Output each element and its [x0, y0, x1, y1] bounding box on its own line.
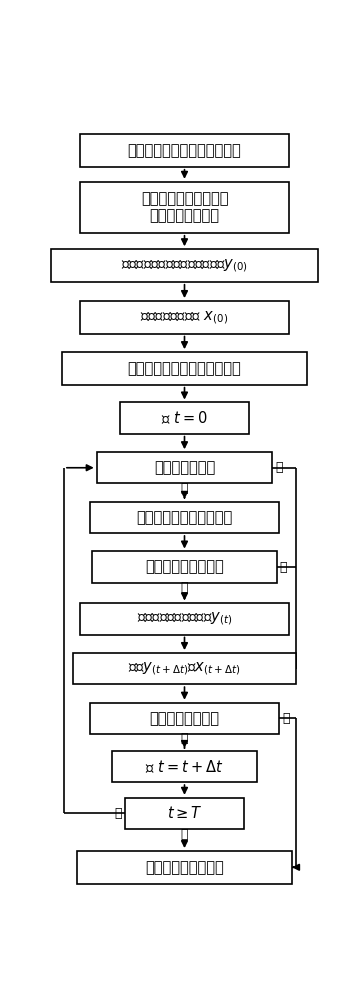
Text: 无: 无 — [275, 461, 283, 474]
FancyBboxPatch shape — [125, 798, 244, 829]
FancyBboxPatch shape — [80, 603, 289, 635]
FancyBboxPatch shape — [80, 301, 289, 334]
FancyBboxPatch shape — [62, 352, 307, 385]
Text: 否: 否 — [114, 807, 122, 820]
Text: 置 $t=t+\Delta t$: 置 $t=t+\Delta t$ — [145, 758, 224, 775]
Text: 计算$y_{(t+\Delta t)}$、$x_{(t+\Delta t)}$: 计算$y_{(t+\Delta t)}$、$x_{(t+\Delta t)}$ — [129, 660, 240, 677]
Text: 否: 否 — [282, 712, 290, 725]
Text: 网络节点编号优化，并
形成节点导纳矩阵: 网络节点编号优化，并 形成节点导纳矩阵 — [141, 191, 228, 223]
Text: 是: 是 — [181, 828, 188, 841]
Text: 是: 是 — [181, 581, 188, 594]
FancyBboxPatch shape — [77, 851, 292, 884]
Text: 修改微分方程或代数方程: 修改微分方程或代数方程 — [136, 510, 233, 525]
FancyBboxPatch shape — [73, 653, 296, 684]
Text: 形成微分方程式和代数方程式: 形成微分方程式和代数方程式 — [128, 361, 241, 376]
FancyBboxPatch shape — [80, 134, 289, 167]
Text: $t\geq T$: $t\geq T$ — [167, 805, 202, 821]
FancyBboxPatch shape — [80, 182, 289, 233]
Text: 有无故障或操作: 有无故障或操作 — [154, 460, 215, 475]
Text: 是否网络故障或操作: 是否网络故障或操作 — [145, 560, 224, 575]
FancyBboxPatch shape — [90, 703, 279, 734]
Text: 解网络方程并重新计算$y_{(t)}$: 解网络方程并重新计算$y_{(t)}$ — [137, 611, 232, 627]
Text: 输入电力系统原始数据和信息: 输入电力系统原始数据和信息 — [128, 143, 241, 158]
FancyBboxPatch shape — [112, 751, 257, 782]
FancyBboxPatch shape — [96, 452, 273, 483]
Text: 有: 有 — [181, 482, 188, 495]
FancyBboxPatch shape — [50, 249, 319, 282]
FancyBboxPatch shape — [93, 551, 276, 583]
Text: 扰动前系统的潮流计算，并计算$y_{(0)}$: 扰动前系统的潮流计算，并计算$y_{(0)}$ — [121, 257, 248, 274]
Text: 输出结果并停止计算: 输出结果并停止计算 — [145, 860, 224, 875]
FancyBboxPatch shape — [90, 502, 279, 533]
Text: 计算状态变量初值 $x_{(0)}$: 计算状态变量初值 $x_{(0)}$ — [140, 309, 229, 326]
Text: 是: 是 — [181, 732, 188, 745]
Text: 判断系统是否稳定: 判断系统是否稳定 — [149, 711, 220, 726]
Text: 置 $t=0$: 置 $t=0$ — [161, 410, 208, 426]
Text: 否: 否 — [279, 561, 287, 574]
FancyBboxPatch shape — [120, 402, 249, 434]
